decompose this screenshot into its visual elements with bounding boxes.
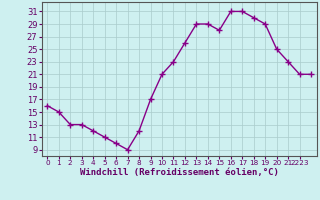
X-axis label: Windchill (Refroidissement éolien,°C): Windchill (Refroidissement éolien,°C) <box>80 168 279 177</box>
